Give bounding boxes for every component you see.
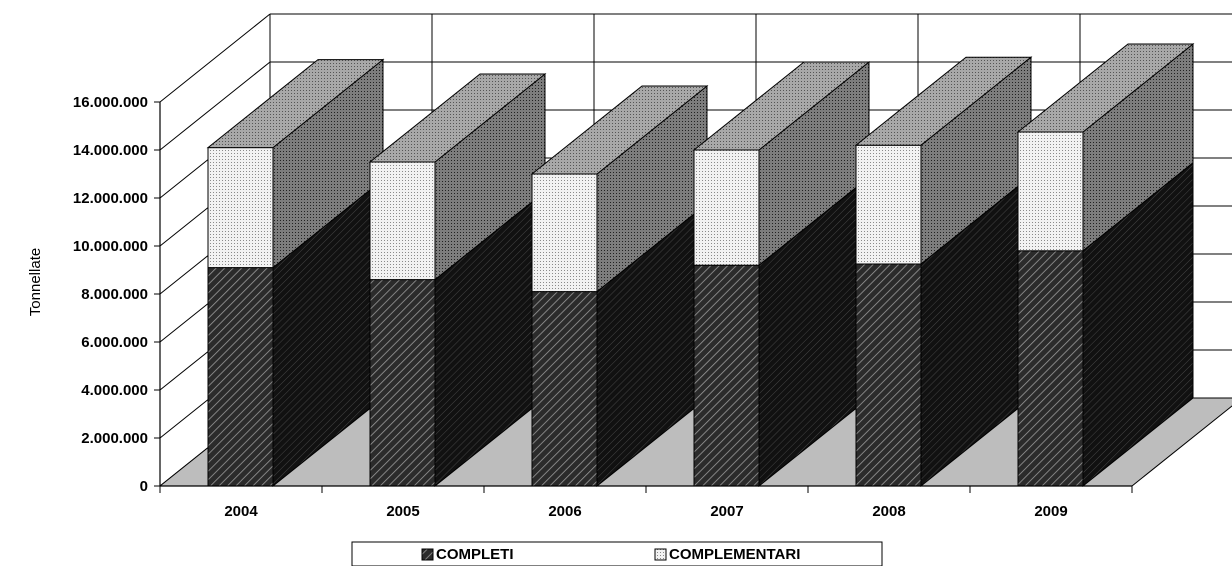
bar-complementari-2006 — [531, 173, 598, 293]
y-tick-label: 16.000.000 — [73, 94, 148, 111]
x-tick-label-2005: 2005 — [386, 503, 419, 520]
bar-top-2006 — [530, 85, 709, 175]
bar-complementari-2009 — [1017, 131, 1084, 252]
legend-swatch-completi — [421, 548, 434, 561]
bar-complementari-2004 — [207, 147, 274, 269]
x-tick-label-2008: 2008 — [872, 503, 905, 520]
x-tick-label-2007: 2007 — [710, 503, 743, 520]
gridline-left-wall — [159, 61, 271, 151]
bar-completi-2006 — [531, 291, 598, 487]
y-tick-label: 10.000.000 — [73, 238, 148, 255]
bar-completi-2005 — [369, 279, 436, 487]
bar-completi-2004 — [207, 267, 274, 487]
y-tick-label: 6.000.000 — [81, 334, 148, 351]
bar-completi-2009 — [1017, 250, 1084, 487]
y-axis-title: Tonnellate — [27, 248, 44, 316]
bar-top-2008 — [854, 56, 1033, 146]
legend: COMPLETI COMPLEMENTARI — [351, 541, 883, 566]
y-tick-label: 4.000.000 — [81, 382, 148, 399]
x-tick-label-2006: 2006 — [548, 503, 581, 520]
y-tick-label: 0 — [140, 478, 148, 495]
bar-top-2004 — [206, 59, 385, 149]
bar-complementari-2007 — [693, 149, 760, 266]
bar-completi-2008 — [855, 263, 922, 487]
y-tick-label: 14.000.000 — [73, 142, 148, 159]
legend-swatch-complementari — [654, 548, 667, 561]
y-tick-label: 2.000.000 — [81, 430, 148, 447]
y-tick-label: 12.000.000 — [73, 190, 148, 207]
bar-top-2005 — [368, 73, 547, 163]
legend-label-completi: COMPLETI — [436, 546, 514, 563]
y-tick-label: 8.000.000 — [81, 286, 148, 303]
axes: 0 2.000.000 4.000.000 6.000.000 8.000.000 10.… — [73, 94, 1133, 520]
gridline-left-wall — [159, 13, 271, 103]
bar-completi-2007 — [693, 264, 760, 487]
x-tick-label-2004: 2004 — [224, 503, 258, 520]
bar-complementari-2008 — [855, 144, 922, 265]
bars — [206, 42, 1195, 488]
bar-complementari-2005 — [369, 161, 436, 281]
legend-label-complementari: COMPLEMENTARI — [669, 546, 800, 563]
bar-top-2007 — [692, 61, 871, 151]
legend-box — [351, 541, 883, 566]
bar-top-2009 — [1016, 43, 1195, 133]
x-tick-label-2009: 2009 — [1034, 503, 1067, 520]
